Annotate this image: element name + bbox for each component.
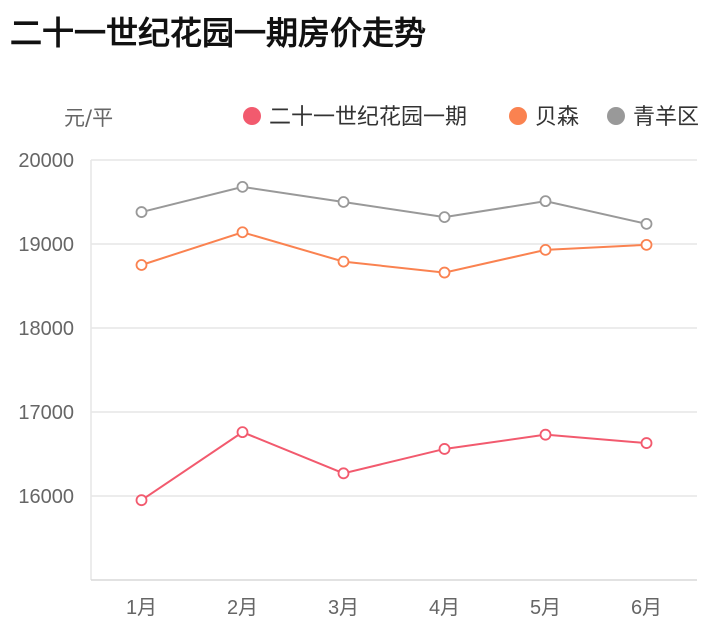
x-tick-label: 4月 — [429, 597, 460, 619]
x-tick-label: 5月 — [530, 597, 561, 619]
data-point — [135, 494, 148, 507]
series-line — [141, 231, 647, 274]
chart-title: 二十一世纪花园一期房价走势 — [10, 14, 427, 52]
data-point — [539, 243, 552, 256]
x-tick-label: 1月 — [126, 597, 157, 619]
legend-label: 青羊区 — [633, 105, 699, 130]
data-point — [236, 180, 249, 193]
y-tick-label: 16000 — [18, 486, 74, 508]
data-point — [539, 195, 552, 208]
data-point — [640, 437, 653, 449]
data-point — [640, 217, 653, 230]
y-tick-label: 19000 — [18, 234, 74, 256]
legend-marker — [607, 107, 625, 125]
data-point — [438, 266, 451, 279]
x-tick-label: 6月 — [631, 597, 662, 619]
data-point — [337, 255, 350, 268]
y-tick-label: 17000 — [18, 402, 74, 424]
y-tick-label: 20000 — [18, 150, 74, 172]
legend-label: 贝森 — [535, 105, 579, 130]
y-tick-label: 18000 — [18, 318, 74, 340]
data-point — [438, 211, 451, 224]
legend-marker — [509, 107, 527, 125]
data-point — [539, 428, 552, 441]
x-tick-label: 2月 — [227, 597, 258, 619]
x-tick-label: 3月 — [328, 597, 359, 619]
data-point — [236, 226, 249, 239]
data-point — [337, 467, 350, 480]
y-axis-unit: 元/平 — [64, 106, 113, 130]
data-point — [135, 206, 148, 218]
data-point — [640, 238, 653, 251]
series-line — [141, 185, 647, 225]
legend-label: 二十一世纪花园一期 — [269, 105, 467, 130]
data-point — [236, 426, 249, 439]
data-point — [337, 196, 350, 208]
data-point — [135, 259, 148, 271]
legend-marker — [243, 107, 261, 125]
data-point — [438, 443, 451, 455]
series-line — [140, 431, 647, 502]
